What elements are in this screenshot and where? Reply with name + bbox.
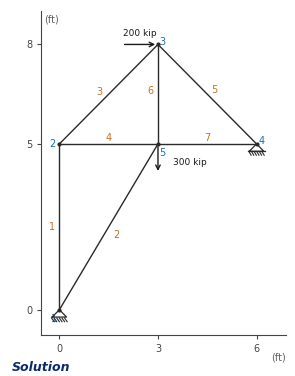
Text: 300 kip: 300 kip bbox=[173, 158, 206, 167]
Text: 1: 1 bbox=[49, 222, 55, 232]
Text: 3: 3 bbox=[96, 86, 103, 97]
Text: 6: 6 bbox=[148, 86, 154, 96]
Text: 5: 5 bbox=[212, 85, 218, 95]
Text: 4: 4 bbox=[106, 133, 112, 143]
Text: 2: 2 bbox=[49, 139, 55, 149]
Text: (ft): (ft) bbox=[271, 353, 286, 363]
Text: (ft): (ft) bbox=[44, 15, 59, 24]
Text: 2: 2 bbox=[113, 230, 119, 240]
Text: Solution: Solution bbox=[12, 361, 70, 374]
Text: 1: 1 bbox=[51, 314, 58, 324]
Text: 200 kip: 200 kip bbox=[123, 29, 157, 38]
Text: 7: 7 bbox=[204, 133, 210, 143]
Text: 3: 3 bbox=[159, 37, 165, 47]
Text: 5: 5 bbox=[160, 148, 166, 158]
Text: 4: 4 bbox=[258, 136, 265, 146]
